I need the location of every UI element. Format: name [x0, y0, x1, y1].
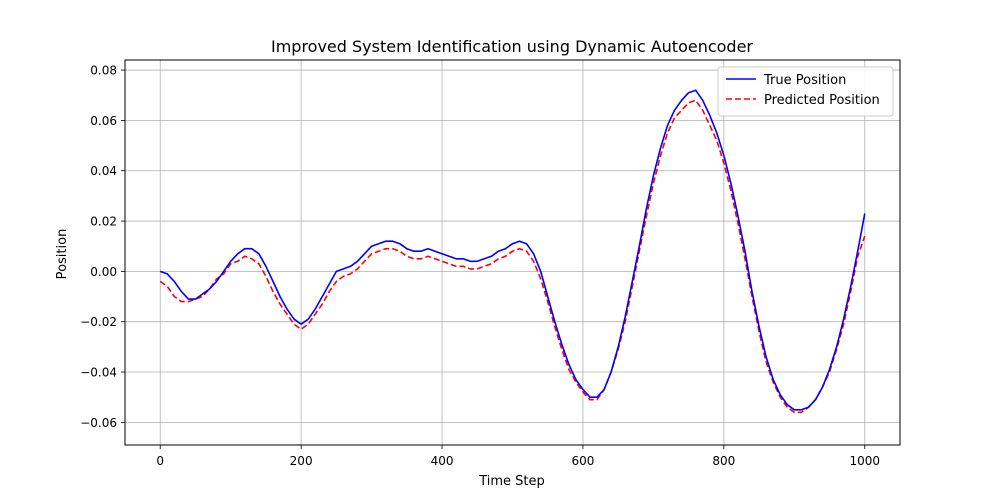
- y-tick-label: 0.06: [90, 114, 117, 128]
- y-tick-label: 0.08: [90, 64, 117, 78]
- y-tick-label: 0.00: [90, 265, 117, 279]
- series-line-predicted-position: [159, 99, 866, 414]
- x-axis-label: Time Step: [478, 474, 545, 489]
- legend: True Position Predicted Position: [717, 66, 894, 117]
- series-line-true-position: [159, 89, 866, 411]
- x-axis-ticks: 0 200 400 600 800 1000: [156, 445, 880, 468]
- chart-title: Improved System Identification using Dyn…: [271, 37, 753, 56]
- x-tick-label: 600: [572, 454, 595, 468]
- x-tick-label: 0: [156, 454, 164, 468]
- x-tick-label: 200: [290, 454, 313, 468]
- legend-label-predicted-position: Predicted Position: [764, 93, 880, 108]
- y-axis-ticks: −0.06 −0.04 −0.02 0.00 0.02 0.04 0.06 0.08: [80, 64, 125, 430]
- legend-label-true-position: True Position: [763, 73, 846, 88]
- y-axis-label: Position: [55, 229, 70, 280]
- y-tick-label: 0.02: [90, 215, 117, 229]
- legend-box: [717, 66, 894, 117]
- y-tick-label: 0.04: [90, 164, 117, 178]
- series-lines: [159, 89, 866, 414]
- x-tick-label: 800: [712, 454, 735, 468]
- plot-frame: [124, 59, 901, 446]
- y-tick-label: −0.04: [80, 366, 117, 380]
- y-tick-label: −0.06: [80, 416, 117, 430]
- x-tick-label: 400: [431, 454, 454, 468]
- x-tick-label: 1000: [849, 454, 880, 468]
- grid-lines: [125, 60, 900, 445]
- y-tick-label: −0.02: [80, 315, 117, 329]
